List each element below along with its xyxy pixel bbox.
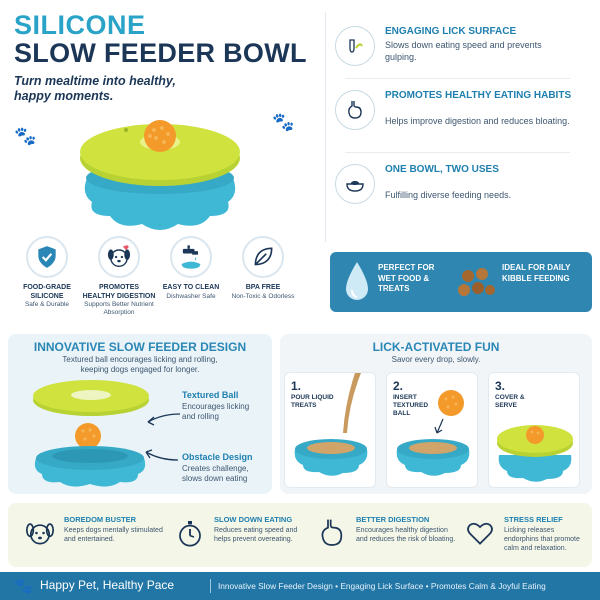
title-line-1: SILICONE xyxy=(14,10,146,40)
step-number: 3. xyxy=(495,379,506,393)
hero-bowl-image xyxy=(80,120,240,230)
feature-title: ONE BOWL, TWO USES xyxy=(385,164,499,175)
step-cover-serve: 3. COVER & SERVE xyxy=(488,372,580,488)
feature-desc: Fulfilling diverse feeding needs. xyxy=(385,190,512,200)
badge-title: FOOD-GRADE SILICONE xyxy=(23,284,71,300)
stomach-icon xyxy=(335,90,375,130)
feature-desc: Helps improve digestion and reduces bloa… xyxy=(385,116,570,126)
step-pour: 1. POUR LIQUID TREATS xyxy=(284,372,376,488)
lick-subtitle: Savor every drop, slowly. xyxy=(391,355,481,364)
ball-bowl-image xyxy=(396,390,470,476)
tagline: Turn mealtime into healthy, happy moment… xyxy=(14,74,176,103)
badge-desc: Safe & Durable xyxy=(24,301,70,308)
footer-subtext: Innovative Slow Feeder Design • Engaging… xyxy=(218,581,546,591)
arrow-icon xyxy=(147,413,181,426)
feature-title: ENGAGING LICK SURFACE xyxy=(385,26,517,37)
step-text: POUR LIQUID TREATS xyxy=(291,394,334,409)
lick-title: LICK-ACTIVATED FUN xyxy=(372,340,500,354)
title-line-2: SLOW FEEDER BOWL xyxy=(14,38,307,68)
bowl-icon xyxy=(335,164,375,204)
badge-bpa-free: BPA FREE Non-Toxic & Odorless xyxy=(226,236,300,301)
callout-ball-desc: Encourages licking and rolling xyxy=(182,402,250,421)
arrow-icon xyxy=(145,449,179,461)
leaf-icon xyxy=(242,236,284,278)
divider xyxy=(325,12,326,242)
badge-digestion: PROMOTES HEALTHY DIGESTION Supports Bett… xyxy=(82,236,156,317)
benefit-boredom: BOREDOM BUSTER Keeps dogs mentally stimu… xyxy=(22,511,163,563)
benefit-desc: Licking releases endorphins that promote… xyxy=(504,527,580,552)
footer-headline: Happy Pet, Healthy Pace xyxy=(40,578,175,592)
benefit-stress-relief: STRESS RELIEF Licking releases endorphin… xyxy=(462,511,592,563)
badge-food-grade: FOOD-GRADE SILICONE Safe & Durable xyxy=(10,236,84,309)
step-number: 1. xyxy=(291,379,302,393)
benefit-desc: Reduces eating speed and helps prevent o… xyxy=(214,527,298,543)
callout-ball-title: Textured Ball xyxy=(182,390,239,400)
badge-title: BPA FREE xyxy=(245,284,281,291)
feature-lick-surface: ENGAGING LICK SURFACE Slows down eating … xyxy=(335,26,585,76)
dog-face-icon xyxy=(98,236,140,278)
benefits-strip xyxy=(8,503,592,567)
covered-bowl-image xyxy=(497,425,573,482)
badge-title: PROMOTES HEALTHY DIGESTION xyxy=(82,284,156,300)
callout-obstacle-title: Obstacle Design xyxy=(182,452,253,462)
badge-desc: Dishwasher Safe xyxy=(166,292,216,300)
divider xyxy=(345,152,570,153)
step-text: INSERT TEXTURED BALL xyxy=(393,394,429,417)
faucet-icon xyxy=(170,236,212,278)
paw-icon: 🐾 xyxy=(14,126,37,146)
feature-healthy-habits: PROMOTES HEALTHY EATING HABITS Helps imp… xyxy=(335,90,585,150)
exploded-bowl-image xyxy=(33,380,149,487)
paw-icon: 🐾 xyxy=(272,112,295,132)
tongue-icon xyxy=(335,26,375,66)
divider xyxy=(345,78,570,79)
feature-desc: Slows down eating speed and prevents gul… xyxy=(385,40,542,62)
design-subtitle: Textured ball encourages licking and rol… xyxy=(62,355,218,374)
benefit-title: BETTER DIGESTION xyxy=(356,515,430,524)
benefit-slow-eating: SLOW DOWN EATING Reduces eating speed an… xyxy=(172,511,312,563)
stopwatch-icon xyxy=(172,515,208,551)
badge-easy-clean: EASY TO CLEAN Dishwasher Safe xyxy=(154,236,228,301)
callout-obstacle-desc: Creates challenge, slows down eating xyxy=(182,464,249,483)
heart-icon xyxy=(462,515,498,551)
benefit-title: BOREDOM BUSTER xyxy=(64,515,137,524)
benefit-desc: Encourages healthy digestion and reduces… xyxy=(356,527,456,543)
divider xyxy=(210,579,211,593)
usage-banner: PERFECT FOR WET FOOD & TREATS IDEAL FOR … xyxy=(330,252,592,312)
paw-icon: 🐾 xyxy=(14,578,33,595)
stomach-outline-icon xyxy=(314,515,350,551)
feature-two-uses: ONE BOWL, TWO USES Fulfilling diverse fe… xyxy=(335,164,585,224)
feature-title: PROMOTES HEALTHY EATING HABITS xyxy=(385,90,572,101)
banner-left-text: PERFECT FOR WET FOOD & TREATS xyxy=(378,263,435,293)
dog-outline-icon xyxy=(22,515,58,551)
badge-title: EASY TO CLEAN xyxy=(162,284,220,291)
benefit-title: SLOW DOWN EATING xyxy=(214,515,293,524)
kibble-icon xyxy=(458,268,495,296)
design-title: INNOVATIVE SLOW FEEDER DESIGN xyxy=(33,340,247,354)
benefit-digestion: BETTER DIGESTION Encourages healthy dige… xyxy=(314,511,456,563)
footer-bar: 🐾 Happy Pet, Healthy Pace Innovative Slo… xyxy=(0,572,600,600)
water-drop-icon xyxy=(346,262,368,300)
banner-right-text: IDEAL FOR DAILY KIBBLE FEEDING xyxy=(502,263,571,283)
step-insert-ball: 2. INSERT TEXTURED BALL xyxy=(386,372,478,488)
benefit-title: STRESS RELIEF xyxy=(504,515,563,524)
step-text: COVER & SERVE xyxy=(495,394,525,409)
step-number: 2. xyxy=(393,379,404,393)
pour-bowl-image xyxy=(294,373,368,476)
shield-check-icon xyxy=(26,236,68,278)
badge-desc: Non-Toxic & Odorless xyxy=(231,292,295,300)
badge-desc: Supports Better Nutrient Absorption xyxy=(84,301,154,316)
benefit-desc: Keeps dogs mentally stimulated and enter… xyxy=(64,527,163,543)
